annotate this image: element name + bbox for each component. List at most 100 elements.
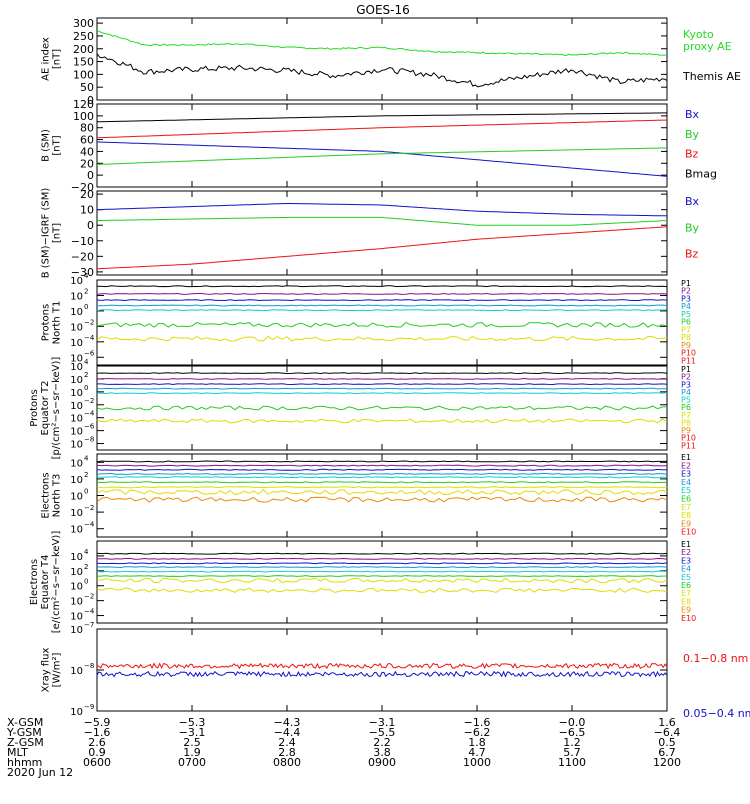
channel-line	[96, 489, 668, 496]
y-axis-label: Equator T4	[40, 555, 51, 610]
y-tick-label: 300	[73, 17, 94, 30]
y-tick-label: 10	[70, 307, 83, 318]
axis-row-value: 1.6	[658, 716, 676, 729]
axis-row-value: −6.4	[654, 726, 681, 739]
channel-legend-label: P11	[681, 356, 696, 365]
series-line-bx	[96, 141, 668, 177]
channel-legend-label: E3	[681, 470, 691, 479]
y-tick-label: 10	[70, 291, 83, 302]
channel-legend-label: P2	[681, 373, 691, 382]
series-line-bz	[96, 226, 668, 270]
axis-row-value: 4.7	[468, 746, 486, 759]
channel-legend-label: E3	[681, 556, 691, 565]
y-axis-label: North T1	[52, 301, 63, 345]
axis-row-value: −5.5	[369, 726, 396, 739]
panel-frame	[96, 17, 668, 101]
channel-legend-label: P4	[681, 302, 691, 311]
axis-row-value: 1.9	[183, 746, 201, 759]
y-tick-label: 10	[70, 612, 83, 623]
y-tick-exponent: 4	[84, 454, 89, 462]
y-axis-label: AE index	[41, 37, 52, 81]
axis-row-value: −6.2	[464, 726, 491, 739]
legend-label: Bz	[685, 248, 699, 261]
channel-line	[96, 577, 668, 584]
channel-line	[96, 468, 667, 471]
y-axis-label: Electrons	[41, 472, 52, 518]
axis-row-label: Y-GSM	[6, 726, 42, 739]
legend-label: proxy AE	[683, 40, 732, 53]
y-tick-label: −10	[71, 235, 94, 248]
y-tick-exponent: −2	[84, 504, 94, 512]
y-tick-label: 10	[70, 567, 83, 578]
y-tick-exponent: 2	[84, 471, 88, 479]
y-tick-label: 10	[70, 597, 83, 608]
channel-line	[97, 304, 668, 307]
y-tick-exponent: −6	[84, 349, 95, 357]
y-tick-label: −20	[71, 250, 94, 263]
channel-legend-label: P4	[681, 388, 691, 397]
y-tick-exponent: −6	[84, 423, 95, 431]
channel-legend-label: P3	[681, 294, 691, 303]
y-tick-label: 10	[70, 388, 83, 399]
y-tick-label: 10	[70, 707, 83, 718]
axis-row-value: 1000	[463, 756, 491, 769]
axis-row-value: −6.5	[559, 726, 586, 739]
y-axis-label: North T3	[52, 474, 63, 518]
y-tick-exponent: −9	[84, 703, 94, 711]
axis-row-value: 1.8	[468, 736, 486, 749]
channel-legend-label: P7	[681, 411, 691, 420]
channel-legend-label: E1	[681, 540, 691, 549]
y-tick-exponent: −2	[84, 593, 94, 601]
channel-legend-label: P6	[681, 403, 691, 412]
y-tick-exponent: 4	[84, 272, 89, 280]
y-axis-label: Electrons	[29, 559, 40, 605]
y-tick-exponent: 4	[84, 548, 89, 556]
channel-legend-label: E7	[681, 503, 691, 512]
channel-line	[96, 557, 668, 560]
channel-line	[96, 464, 668, 467]
series-line-by	[96, 147, 667, 165]
axis-row-value: −1.6	[464, 716, 491, 729]
y-tick-label: 10	[70, 625, 83, 636]
y-tick-label: 10	[70, 427, 83, 438]
channel-legend-label: P8	[681, 418, 691, 427]
channel-legend-label: E10	[681, 528, 696, 537]
y-axis-label: Protons	[41, 304, 52, 341]
series-line-by	[96, 216, 668, 226]
channel-line	[96, 322, 668, 328]
axis-row-value: 6.7	[658, 746, 676, 759]
y-axis-label: [W/m²]	[52, 652, 63, 687]
channel-line	[96, 292, 668, 295]
axis-row-value: 0900	[368, 756, 396, 769]
y-axis-label: B (SM)	[41, 129, 52, 162]
series-line-kyoto-proxy-ae	[96, 30, 668, 57]
legend-label: Bx	[685, 195, 700, 208]
y-axis-label: B (SM)−IGRF (SM)	[41, 188, 52, 279]
y-tick-label: 10	[70, 375, 83, 386]
y-tick-exponent: 4	[84, 358, 89, 366]
y-tick-label: 10	[70, 338, 83, 349]
y-tick-exponent: 0	[84, 303, 88, 311]
panel-frame	[96, 453, 668, 538]
channel-legend-label: P11	[681, 441, 696, 450]
plot-title: GOES-16	[356, 3, 410, 17]
y-tick-label: 100	[73, 110, 94, 123]
y-tick-label: 0	[87, 169, 94, 182]
channel-legend-label: P10	[681, 434, 696, 443]
channel-legend-label: E6	[681, 495, 691, 504]
channel-line	[96, 309, 668, 312]
channel-line	[96, 418, 668, 424]
channel-legend-label: P6	[681, 318, 691, 327]
y-tick-exponent: −8	[84, 662, 94, 670]
channel-line	[97, 562, 668, 565]
axis-row-value: −5.3	[179, 716, 206, 729]
axis-row-value: −4.3	[274, 716, 301, 729]
y-tick-label: 80	[80, 122, 94, 135]
y-tick-label: 20	[80, 188, 94, 201]
channel-line	[96, 570, 668, 573]
y-tick-exponent: −4	[84, 410, 95, 418]
panel-bigrf	[96, 190, 668, 276]
y-tick-label: 10	[70, 440, 83, 451]
y-tick-label: 120	[73, 98, 94, 111]
y-tick-label: 150	[73, 56, 94, 69]
